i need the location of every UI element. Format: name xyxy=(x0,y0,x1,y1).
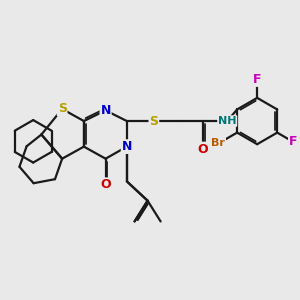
Text: O: O xyxy=(198,142,208,155)
Text: Br: Br xyxy=(211,139,225,148)
Text: S: S xyxy=(58,103,67,116)
Text: N: N xyxy=(122,140,132,153)
Text: S: S xyxy=(149,115,158,128)
Text: NH: NH xyxy=(218,116,236,126)
Text: O: O xyxy=(100,178,111,191)
Text: N: N xyxy=(100,104,111,117)
Text: F: F xyxy=(253,73,261,86)
Text: F: F xyxy=(289,135,297,148)
